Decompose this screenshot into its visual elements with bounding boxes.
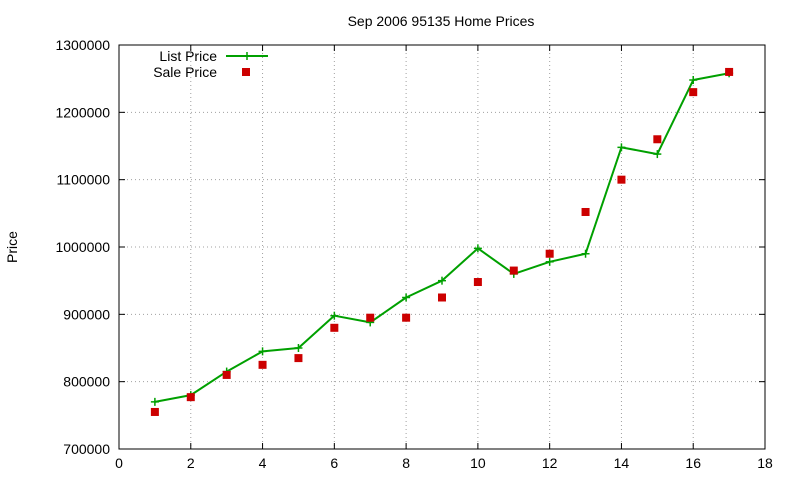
sale-price-point bbox=[725, 67, 734, 76]
list-price-point bbox=[330, 311, 339, 320]
y-tick-label: 1200000 bbox=[55, 104, 110, 120]
sale-price-point bbox=[438, 293, 446, 302]
series bbox=[150, 67, 734, 416]
x-tick-label: 0 bbox=[115, 455, 123, 471]
sale-price-point bbox=[653, 135, 662, 144]
sale-price-point bbox=[330, 323, 339, 332]
list-price-point bbox=[689, 76, 698, 85]
y-tick-label: 1100000 bbox=[57, 172, 111, 188]
x-tick-label: 6 bbox=[330, 455, 338, 471]
list-price-point bbox=[294, 344, 303, 352]
sale-price-point bbox=[402, 313, 411, 322]
y-tick-label: 800000 bbox=[63, 374, 110, 390]
x-tick-label: 4 bbox=[259, 455, 267, 471]
list-price-point bbox=[545, 257, 554, 266]
sale-price-point bbox=[545, 249, 554, 258]
axis-ticks bbox=[118, 44, 766, 450]
legend-marker-sale-price bbox=[242, 68, 250, 76]
x-tick-label: 10 bbox=[470, 455, 486, 471]
sale-price-point bbox=[366, 313, 375, 322]
x-tick-label: 14 bbox=[614, 455, 630, 471]
x-tick-label: 18 bbox=[757, 455, 773, 471]
sale-price-point bbox=[473, 278, 482, 287]
sale-price-point bbox=[186, 393, 195, 402]
list-price-point bbox=[473, 244, 482, 253]
sale-price-point bbox=[294, 354, 303, 363]
list-price-point bbox=[653, 150, 662, 159]
x-tick-label: 2 bbox=[187, 455, 195, 471]
sale-price-point bbox=[617, 175, 626, 184]
list-price-point bbox=[438, 276, 446, 285]
grid bbox=[119, 45, 765, 449]
legend: List Price Sale Price bbox=[153, 48, 268, 80]
sale-price-point bbox=[509, 266, 518, 275]
legend-label-list-price: List Price bbox=[159, 48, 217, 64]
sale-price-point bbox=[258, 360, 267, 369]
list-price-point bbox=[617, 143, 626, 152]
list-price-point bbox=[581, 249, 590, 258]
sale-price-point bbox=[689, 88, 698, 97]
x-axis-tick-labels: 0 2 4 6 8 10 12 14 16 18 bbox=[115, 455, 773, 471]
y-tick-label: 1000000 bbox=[55, 239, 110, 255]
sale-price-point bbox=[581, 207, 590, 216]
y-tick-label: 900000 bbox=[63, 306, 110, 322]
list-price-line bbox=[154, 72, 730, 403]
x-tick-label: 16 bbox=[685, 455, 701, 471]
chart-title: Sep 2006 95135 Home Prices bbox=[348, 13, 535, 29]
y-axis-tick-labels: 700000 800000 900000 1000000 1100000 1200000 1… bbox=[55, 37, 110, 457]
list-price-point bbox=[402, 293, 411, 302]
legend-marker-list-price bbox=[243, 52, 251, 60]
sale-price-point bbox=[150, 407, 159, 416]
list-price-point bbox=[150, 397, 159, 406]
legend-label-sale-price: Sale Price bbox=[153, 64, 217, 80]
x-tick-label: 8 bbox=[402, 455, 410, 471]
sale-price-point bbox=[222, 370, 231, 379]
x-tick-label: 12 bbox=[542, 455, 558, 471]
y-tick-label: 1300000 bbox=[55, 37, 110, 53]
y-axis-label: Price bbox=[4, 231, 20, 263]
y-tick-label: 700000 bbox=[63, 441, 110, 457]
list-price-point bbox=[258, 347, 267, 356]
